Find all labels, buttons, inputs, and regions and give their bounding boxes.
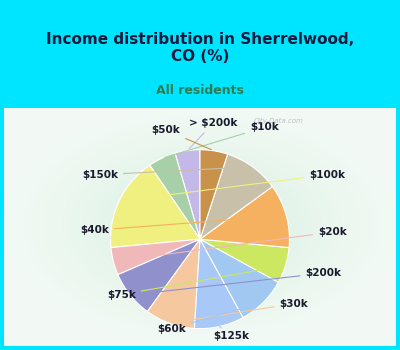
Text: > $200k: > $200k	[189, 118, 238, 149]
Text: $50k: $50k	[152, 125, 212, 150]
Text: $200k: $200k	[133, 268, 342, 295]
Text: $10k: $10k	[164, 122, 279, 158]
Text: $150k: $150k	[82, 167, 250, 180]
Wedge shape	[194, 239, 243, 329]
Text: $75k: $75k	[107, 266, 283, 300]
Text: $125k: $125k	[213, 327, 249, 341]
Text: $20k: $20k	[116, 227, 347, 261]
Text: Income distribution in Sherrelwood,
CO (%): Income distribution in Sherrelwood, CO (…	[46, 32, 354, 64]
Wedge shape	[175, 150, 200, 239]
Wedge shape	[111, 239, 200, 275]
Text: $100k: $100k	[122, 170, 345, 201]
Text: $30k: $30k	[172, 299, 308, 323]
Text: $40k: $40k	[80, 216, 284, 235]
Wedge shape	[148, 239, 200, 328]
Wedge shape	[200, 239, 278, 317]
Wedge shape	[200, 154, 272, 239]
Text: All residents: All residents	[156, 84, 244, 97]
Wedge shape	[118, 239, 200, 312]
Text: City-Data.com: City-Data.com	[254, 118, 304, 124]
Wedge shape	[150, 153, 200, 239]
Wedge shape	[110, 165, 200, 247]
Wedge shape	[200, 187, 290, 247]
Text: $60k: $60k	[157, 303, 260, 334]
Wedge shape	[200, 239, 289, 282]
Wedge shape	[200, 150, 228, 239]
